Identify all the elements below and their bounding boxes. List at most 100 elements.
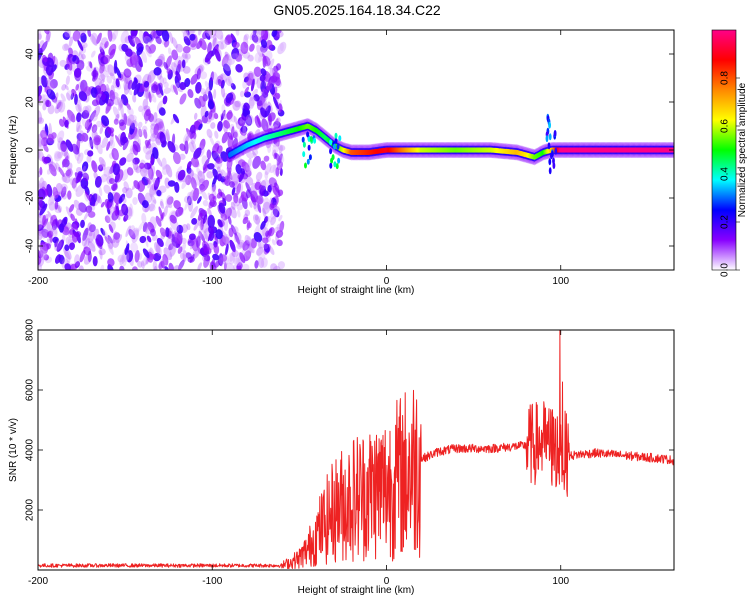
noise-speck xyxy=(94,176,102,188)
x-tick-label: -200 xyxy=(28,576,48,587)
noise-speck xyxy=(50,227,58,237)
noise-speck xyxy=(143,129,148,139)
noise-speck xyxy=(98,163,106,171)
noise-speck xyxy=(87,30,92,38)
noise-speck xyxy=(251,33,259,43)
noise-speck xyxy=(61,144,68,157)
noise-speck xyxy=(260,160,267,171)
noise-speck xyxy=(152,112,158,123)
noise-speck xyxy=(252,150,260,163)
noise-speck xyxy=(146,177,151,185)
noise-speck xyxy=(198,230,206,244)
noise-speck xyxy=(188,189,196,202)
noise-speck xyxy=(54,239,62,252)
noise-speck xyxy=(98,186,103,197)
noise-speck xyxy=(177,169,186,181)
noise-speck xyxy=(81,161,89,172)
snr-y-axis: 2000 4000 6000 8000 xyxy=(25,318,674,521)
noise-speck xyxy=(150,93,157,103)
noise-speck xyxy=(271,30,278,38)
noise-speck xyxy=(88,224,96,233)
noise-speck xyxy=(221,54,229,68)
noise-speck xyxy=(155,118,165,129)
noise-speck xyxy=(239,90,245,98)
noise-speck xyxy=(139,162,145,169)
noise-speck xyxy=(113,232,121,240)
noise-speck xyxy=(136,46,144,56)
noise-speck xyxy=(60,93,66,102)
noise-speck xyxy=(235,30,240,36)
noise-speck xyxy=(231,47,240,60)
ridge-scatter xyxy=(548,133,552,141)
noise-speck xyxy=(202,254,208,262)
noise-speck xyxy=(237,209,241,218)
noise-speck xyxy=(150,128,156,139)
noise-speck xyxy=(197,212,203,221)
noise-speck xyxy=(207,100,215,110)
noise-speck xyxy=(157,121,165,133)
y-tick-label: 2000 xyxy=(25,498,36,521)
noise-speck xyxy=(77,39,84,51)
noise-speck xyxy=(204,86,211,95)
noise-speck xyxy=(192,187,200,202)
noise-speck xyxy=(278,214,283,222)
noise-speck xyxy=(257,241,265,249)
noise-speck xyxy=(41,228,50,238)
noise-speck xyxy=(133,164,139,173)
x-tick-label: 0 xyxy=(384,276,390,287)
noise-speck xyxy=(257,203,262,214)
noise-speck xyxy=(247,54,254,62)
noise-speck xyxy=(93,195,101,207)
colorbar-tick-label: 0.6 xyxy=(720,119,731,133)
noise-speck xyxy=(229,181,235,188)
noise-speck xyxy=(89,238,96,249)
noise-speck xyxy=(38,262,42,270)
noise-speck xyxy=(89,61,93,69)
noise-speck xyxy=(103,184,111,195)
noise-speck xyxy=(189,253,195,263)
noise-speck xyxy=(110,84,116,97)
noise-speck xyxy=(52,186,59,199)
noise-speck xyxy=(150,30,156,39)
noise-speck xyxy=(83,246,92,256)
noise-speck xyxy=(47,194,56,206)
noise-speck xyxy=(160,200,165,209)
noise-speck xyxy=(38,85,43,98)
colorbar-gradient xyxy=(712,30,736,270)
noise-speck xyxy=(190,132,196,145)
noise-speck xyxy=(268,245,275,255)
noise-speck xyxy=(225,243,229,256)
noise-speck xyxy=(275,117,281,124)
noise-speck xyxy=(173,265,181,270)
noise-speck xyxy=(179,153,186,160)
noise-speck xyxy=(166,68,172,75)
colorbar-frame xyxy=(711,29,737,271)
noise-speck xyxy=(212,72,219,85)
noise-speck xyxy=(203,164,209,174)
noise-speck xyxy=(80,32,87,43)
noise-speck xyxy=(88,139,94,148)
noise-speck xyxy=(81,132,89,142)
noise-speck xyxy=(162,77,167,84)
noise-speck xyxy=(218,258,223,266)
noise-speck xyxy=(163,61,169,70)
noise-speck xyxy=(45,64,54,76)
noise-speck xyxy=(276,153,283,167)
noise-speck xyxy=(252,30,258,37)
noise-speck xyxy=(38,180,42,192)
noise-speck xyxy=(223,217,229,232)
noise-speck xyxy=(279,168,283,176)
noise-speck xyxy=(203,247,212,255)
noise-speck xyxy=(223,175,231,187)
noise-speck xyxy=(207,163,215,170)
noise-speck xyxy=(256,246,266,261)
noise-speck xyxy=(38,220,43,230)
noise-speck xyxy=(168,227,174,240)
noise-speck xyxy=(49,194,56,203)
noise-speck xyxy=(272,208,280,218)
noise-speck xyxy=(273,120,281,129)
noise-speck xyxy=(184,197,190,211)
noise-speck xyxy=(165,128,170,142)
noise-speck xyxy=(208,193,215,202)
noise-speck xyxy=(94,136,101,146)
